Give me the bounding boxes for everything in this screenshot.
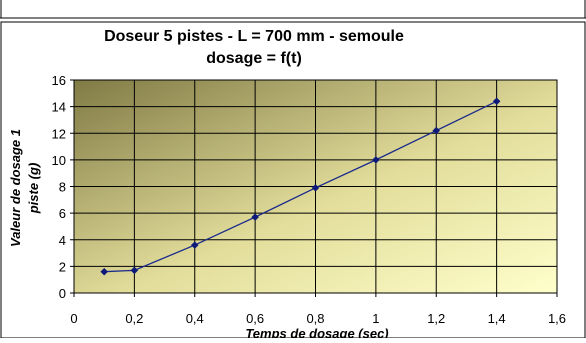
- y-tick-label: 10: [52, 153, 66, 168]
- y-tick-label: 8: [59, 180, 66, 195]
- data-point: [251, 213, 259, 221]
- y-tick-label: 16: [52, 73, 66, 88]
- y-axis-title-line2: piste (g): [26, 163, 41, 215]
- x-tick-label: 0,4: [186, 311, 204, 326]
- series-layer: [100, 97, 501, 276]
- x-tick-label: 1,2: [427, 311, 445, 326]
- series-line: [104, 100, 497, 273]
- y-tick-label: 6: [59, 206, 66, 221]
- y-tick-label: 0: [59, 286, 66, 301]
- x-tick-label: 0,6: [246, 311, 264, 326]
- x-tick-label: 0,2: [125, 311, 143, 326]
- x-axis-ticks: 0 0,2 0,4 0,6 0,8 1 1,2 1,4 1,6: [70, 293, 566, 326]
- data-point: [100, 267, 109, 276]
- data-point: [311, 183, 320, 192]
- y-tick-label: 14: [52, 100, 66, 115]
- y-tick-label: 4: [59, 233, 66, 248]
- y-axis-title-line1: Valeur de dosage 1: [8, 129, 23, 247]
- y-tick-label: 2: [59, 259, 66, 274]
- data-point: [372, 156, 380, 164]
- data-point: [432, 126, 441, 135]
- x-tick-label: 1,4: [488, 311, 506, 326]
- x-tick-label: 1,6: [548, 311, 566, 326]
- x-tick-label: 0: [70, 311, 77, 326]
- data-point: [190, 241, 199, 249]
- x-tick-label: 1: [372, 311, 379, 326]
- y-tick-label: 12: [52, 126, 66, 141]
- data-point: [130, 266, 139, 275]
- x-axis-title: Temps de dosage (sec): [245, 326, 388, 338]
- chart-title: Doseur 5 pistes - L = 700 mm - semoule: [104, 28, 404, 45]
- data-point: [492, 97, 501, 106]
- x-tick-label: 0,8: [306, 311, 324, 326]
- y-axis-ticks: 0 2 4 6 8 10 12 14 16: [52, 73, 74, 301]
- chart-subtitle: dosage = f(t): [206, 50, 302, 67]
